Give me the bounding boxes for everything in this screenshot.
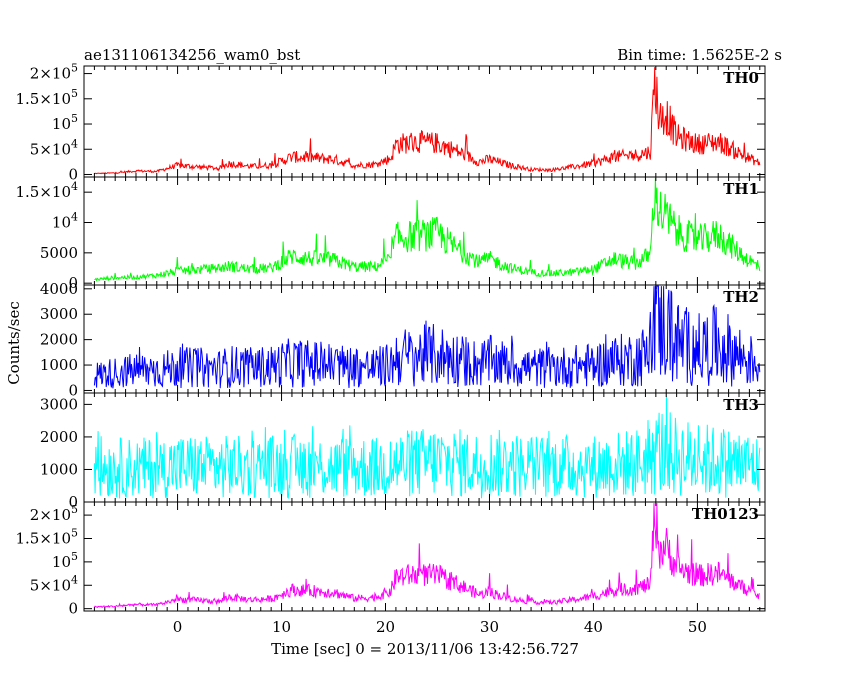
x-tick-label: 0	[173, 618, 183, 636]
y-tick-label: 1.5×105	[15, 526, 78, 547]
x-tick-label: 10	[272, 618, 291, 636]
y-tick-label: 0	[68, 165, 78, 183]
y-tick-label: 2×105	[30, 503, 78, 524]
panel-th2: 0 1000 2000 3000 4000 TH2	[40, 280, 766, 399]
y-tick-label: 105	[52, 550, 78, 571]
bin-time-label: Bin time: 1.5625E-2 s	[617, 46, 782, 64]
y-tick-label: 1.5×105	[15, 87, 78, 108]
y-tick-label: 0	[68, 600, 78, 618]
series-line-th3	[93, 396, 761, 500]
y-tick-label: 0	[68, 381, 78, 399]
y-tick-label: 2×105	[30, 62, 78, 83]
y-tick-label: 0	[68, 274, 78, 292]
y-tick-label: 2000	[40, 428, 78, 446]
y-tick-label: 1000	[40, 356, 78, 374]
y-tick-label: 1.5×104	[15, 180, 78, 201]
y-tick-label: 4000	[40, 280, 78, 298]
y-tick-label: 3000	[40, 305, 78, 323]
panel-name-th0123: TH0123	[692, 505, 759, 523]
y-tick-label: 5×104	[30, 573, 78, 594]
y-tick-label: 5×104	[30, 137, 78, 158]
x-tick-label: 40	[584, 618, 603, 636]
panel-th3: 0 1000 2000 3000 TH3	[40, 392, 766, 511]
y-tick-label: 104	[52, 211, 78, 232]
panel-th0: 0 5×104 105 1.5×105 2×105 TH0	[15, 62, 766, 183]
panel-name-th0: TH0	[723, 69, 759, 87]
panel-th1: 0 5000 104 1.5×104 TH1	[15, 176, 766, 292]
panel-name-th3: TH3	[723, 396, 759, 414]
x-tick-label: 30	[480, 618, 499, 636]
chart-title: ae131106134256_wam0_bst	[84, 46, 300, 64]
y-tick-label: 1000	[40, 460, 78, 478]
panel-name-th1: TH1	[723, 180, 759, 198]
y-tick-label: 2000	[40, 331, 78, 349]
panel-name-th2: TH2	[723, 288, 759, 306]
series-line-th2	[93, 285, 761, 389]
x-axis-label: Time [sec] 0 = 2013/11/06 13:42:56.727	[271, 640, 579, 658]
y-tick-label: 5000	[40, 244, 78, 262]
panel-frame	[83, 501, 766, 612]
y-tick-label: 0	[68, 493, 78, 511]
x-tick-label: 20	[376, 618, 395, 636]
y-axis-label: Counts/sec	[5, 301, 23, 385]
series-line-th0123	[94, 503, 760, 609]
series-line-th1	[94, 178, 761, 282]
series-line-th0	[94, 67, 761, 175]
x-tick-label: 50	[688, 618, 707, 636]
y-tick-label: 3000	[40, 395, 78, 413]
y-tick-label: 105	[52, 112, 78, 133]
